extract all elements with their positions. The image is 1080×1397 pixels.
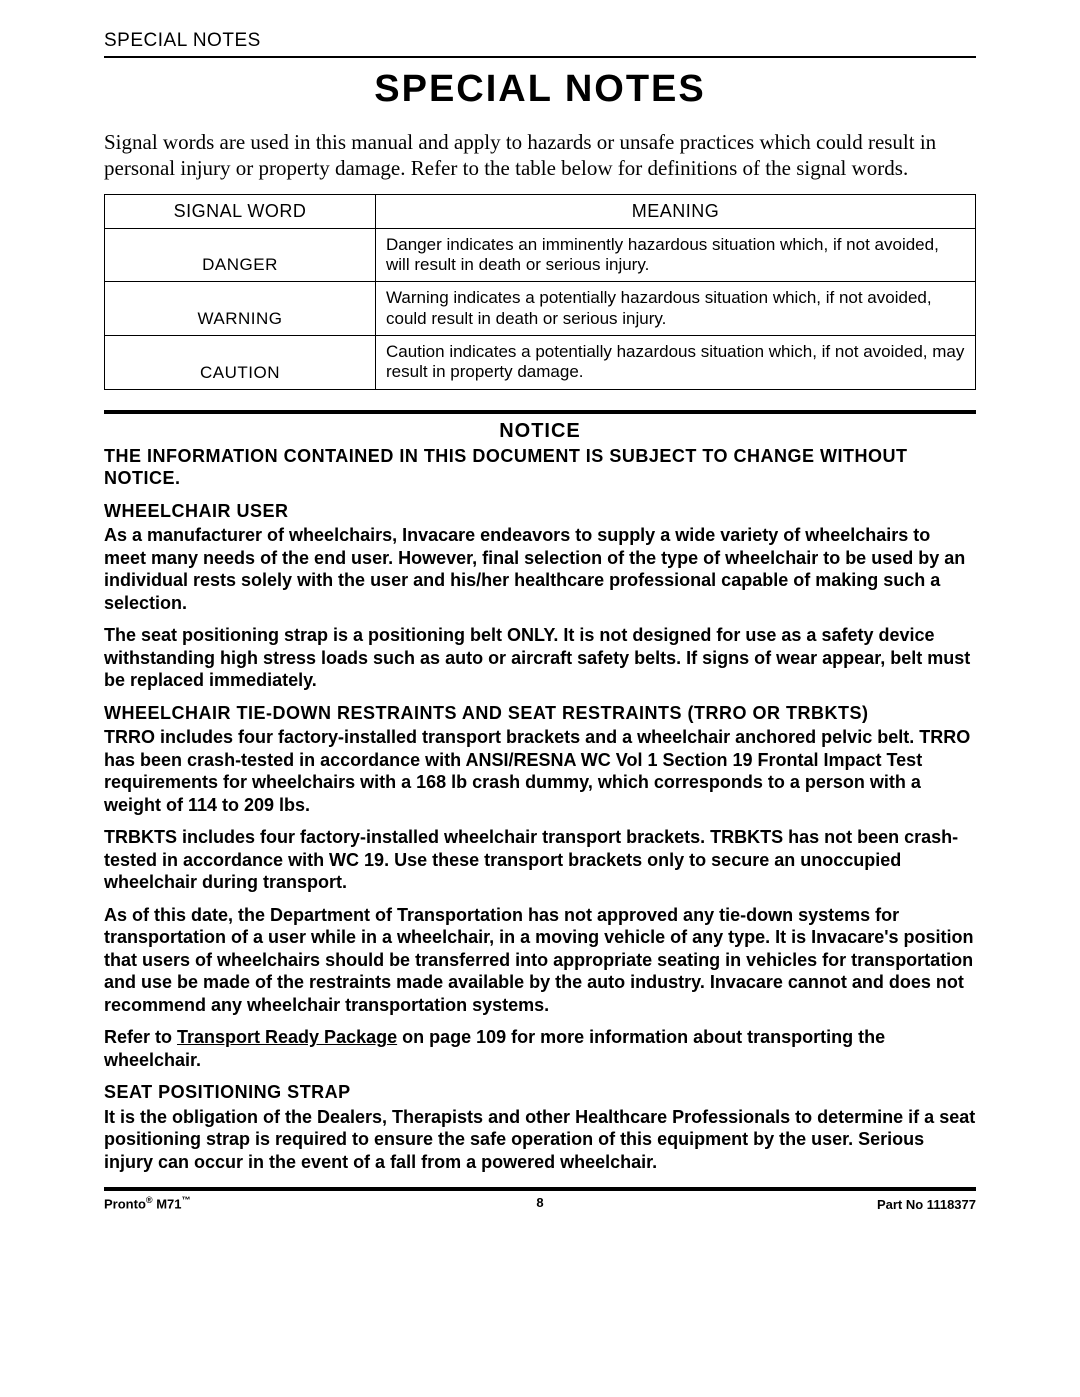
notice-body: THE INFORMATION CONTAINED IN THIS DOCUME… xyxy=(104,445,976,1174)
refer-pre: Refer to xyxy=(104,1027,177,1047)
cell-meaning: Caution indicates a potentially hazardou… xyxy=(376,336,976,390)
signal-word-table: SIGNAL WORD MEANING DANGER Danger indica… xyxy=(104,194,976,390)
footer-page-number: 8 xyxy=(536,1195,543,1210)
transport-ready-link[interactable]: Transport Ready Package xyxy=(177,1027,397,1047)
col-header-meaning: MEANING xyxy=(376,194,976,228)
page: SPECIAL NOTES SPECIAL NOTES Signal words… xyxy=(0,0,1080,1397)
intro-paragraph: Signal words are used in this manual and… xyxy=(104,129,976,182)
paragraph: TRRO includes four factory-installed tra… xyxy=(104,726,976,816)
notice-heading: NOTICE xyxy=(104,420,976,443)
page-title: SPECIAL NOTES xyxy=(104,68,976,111)
heading-wheelchair-user: WHEELCHAIR USER xyxy=(104,500,976,523)
footer-left: Pronto® M71™ xyxy=(104,1195,191,1211)
heading-tie-down: WHEELCHAIR TIE-DOWN RESTRAINTS AND SEAT … xyxy=(104,702,976,725)
page-footer: Pronto® M71™ 8 Part No 1118377 xyxy=(104,1195,976,1211)
cell-meaning: Warning indicates a potentially hazardou… xyxy=(376,282,976,336)
notice-change-text: THE INFORMATION CONTAINED IN THIS DOCUME… xyxy=(104,445,976,490)
cell-meaning: Danger indicates an imminently hazardous… xyxy=(376,228,976,282)
col-header-signal-word: SIGNAL WORD xyxy=(105,194,376,228)
heading-seat-strap: SEAT POSITIONING STRAP xyxy=(104,1081,976,1104)
table-row: CAUTION Caution indicates a potentially … xyxy=(105,336,976,390)
header-rule xyxy=(104,56,976,58)
paragraph: It is the obligation of the Dealers, The… xyxy=(104,1106,976,1174)
footer-model: M71 xyxy=(153,1197,182,1212)
cell-signal-word: WARNING xyxy=(105,282,376,336)
footer-part-no: Part No 1118377 xyxy=(877,1197,976,1212)
paragraph: As of this date, the Department of Trans… xyxy=(104,904,976,1017)
footer-rule xyxy=(104,1187,976,1191)
table-row: WARNING Warning indicates a potentially … xyxy=(105,282,976,336)
paragraph: TRBKTS includes four factory-installed w… xyxy=(104,826,976,894)
cell-signal-word: CAUTION xyxy=(105,336,376,390)
paragraph-refer: Refer to Transport Ready Package on page… xyxy=(104,1026,976,1071)
cell-signal-word: DANGER xyxy=(105,228,376,282)
table-row: DANGER Danger indicates an imminently ha… xyxy=(105,228,976,282)
running-header: SPECIAL NOTES xyxy=(104,30,976,52)
paragraph: As a manufacturer of wheelchairs, Invaca… xyxy=(104,524,976,614)
paragraph: The seat positioning strap is a position… xyxy=(104,624,976,692)
trademark-icon: ™ xyxy=(182,1195,191,1205)
footer-brand: Pronto xyxy=(104,1197,146,1212)
notice-top-rule xyxy=(104,410,976,414)
table-header-row: SIGNAL WORD MEANING xyxy=(105,194,976,228)
registered-icon: ® xyxy=(146,1195,153,1205)
